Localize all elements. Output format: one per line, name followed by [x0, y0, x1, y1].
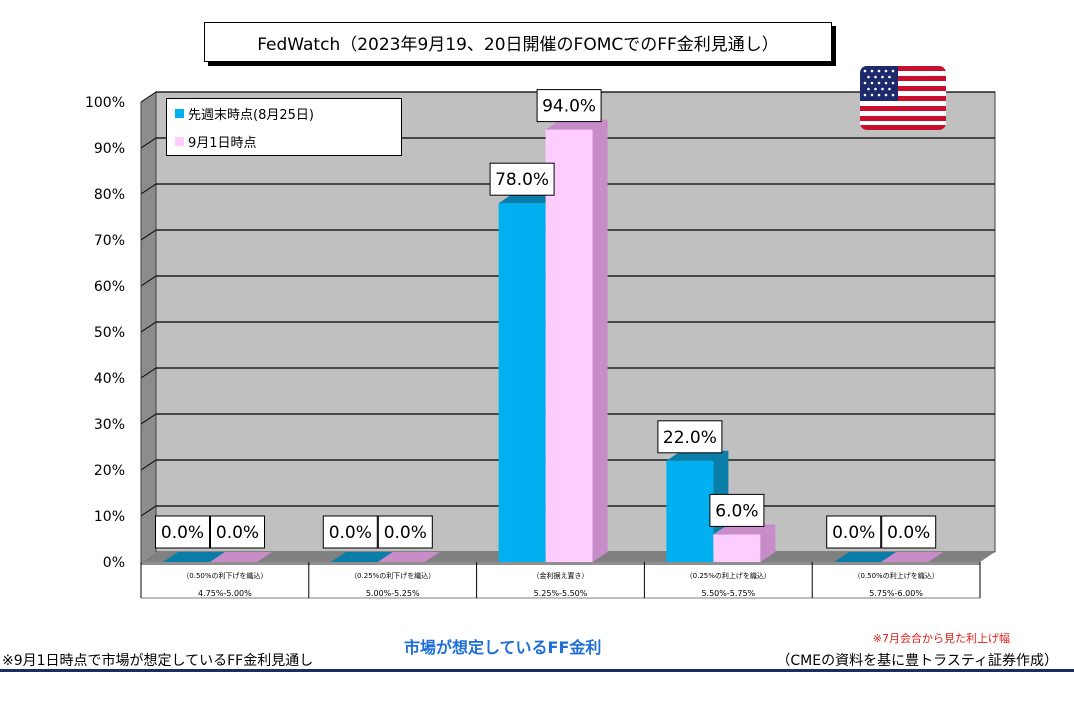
- data-label-box: [210, 515, 265, 549]
- y-tick-label: 0%: [103, 555, 125, 571]
- y-tick-label: 90%: [94, 141, 125, 157]
- bar-top-series-2: [210, 552, 272, 562]
- legend-item-series-1: 先週末時点(8月25日): [167, 99, 401, 127]
- data-label-box: [881, 515, 937, 549]
- data-label: 0.0%: [329, 523, 372, 543]
- y-tick-label: 50%: [94, 325, 125, 341]
- category-label: 5.00%-5.25%: [366, 589, 420, 598]
- data-label-box: [322, 515, 378, 549]
- data-label-box: [155, 515, 210, 549]
- data-label: 0.0%: [216, 523, 259, 543]
- category-note-label: （0.25%の利上げを織込）: [686, 571, 771, 580]
- y-tick-label: 100%: [85, 95, 125, 111]
- legend-label-series-1: 先週末時点(8月25日): [188, 107, 314, 123]
- data-label-box: [536, 89, 602, 123]
- y-tick-label: 40%: [94, 371, 125, 387]
- bar-series-2: [713, 534, 761, 562]
- gridline-wall: [140, 229, 157, 241]
- y-tick-label: 70%: [94, 233, 125, 249]
- bar-series-1: [666, 460, 714, 562]
- gridline-wall: [140, 275, 157, 287]
- category-note-label: （0.50%の利下げを織込）: [182, 571, 267, 580]
- legend-label-series-2: 9月1日時点: [188, 135, 257, 151]
- data-label: 6.0%: [715, 501, 758, 521]
- gridline-wall: [140, 413, 157, 425]
- y-tick-label: 20%: [94, 463, 125, 479]
- bar-top-series-1: [163, 552, 225, 562]
- bottom-rule: [0, 669, 1074, 672]
- category-label: 5.50%-5.75%: [701, 589, 755, 598]
- category-label: 5.25%-5.50%: [534, 589, 588, 598]
- data-label-box: [826, 515, 882, 549]
- data-label: 0.0%: [161, 523, 204, 543]
- bar-series-2: [545, 129, 593, 562]
- gridline-wall: [140, 137, 157, 149]
- data-label-box: [377, 515, 433, 549]
- bar-side-series-2: [592, 119, 608, 562]
- bar-top-series-1: [330, 552, 393, 562]
- data-label-box: [657, 420, 723, 454]
- bar-side-series-2: [760, 524, 776, 562]
- gridline-wall: [140, 183, 157, 195]
- data-label: 0.0%: [832, 523, 875, 543]
- us-flag-icon: [860, 66, 946, 130]
- footer-center-label: 市場が想定しているFF金利: [404, 638, 602, 657]
- bar-top-series-2: [881, 552, 944, 562]
- gridline-wall: [140, 367, 157, 379]
- data-label: 94.0%: [542, 97, 596, 117]
- data-label: 78.0%: [495, 170, 549, 190]
- data-label-box: [709, 493, 765, 527]
- footer-left-note: ※9月1日時点で市場が想定しているFF金利見通し: [2, 653, 314, 669]
- footer-right-note: ※7月会合から見た利上げ幅: [872, 632, 1010, 645]
- data-label: 22.0%: [663, 428, 717, 448]
- chart-floor-edge: [141, 562, 980, 565]
- y-tick-label: 30%: [94, 417, 125, 433]
- bar-top-series-1: [834, 552, 897, 562]
- chart-legend: 先週末時点(8月25日) 9月1日時点: [166, 98, 402, 156]
- category-note-label: （0.25%の利下げを織込）: [350, 571, 435, 580]
- data-label: 0.0%: [887, 523, 930, 543]
- legend-swatch-series-1: [175, 108, 184, 118]
- bar-top-series-2: [713, 524, 776, 535]
- category-note-label: （金利据え置き）: [533, 571, 589, 580]
- legend-item-series-2: 9月1日時点: [167, 127, 401, 155]
- bar-top-series-2: [377, 552, 440, 562]
- gridline-wall: [140, 505, 157, 517]
- y-tick-label: 10%: [94, 509, 125, 525]
- category-label: 5.75%-6.00%: [869, 589, 923, 598]
- data-label: 0.0%: [384, 523, 427, 543]
- gridline-wall: [140, 91, 157, 103]
- bar-series-1: [498, 203, 546, 562]
- chart-title: FedWatch（2023年9月19、20日開催のFOMCでのFF金利見通し）: [204, 22, 832, 62]
- gridline-wall: [140, 459, 157, 471]
- category-label: 4.75%-5.00%: [198, 589, 252, 598]
- legend-swatch-series-2: [175, 136, 184, 146]
- y-tick-label: 80%: [94, 187, 125, 203]
- footer-source: （CMEの資料を基に豊トラスティ証券作成）: [776, 653, 1058, 669]
- category-note-label: （0.50%の利上げを織込）: [853, 571, 938, 580]
- data-label-box: [489, 162, 555, 196]
- gridline-wall: [140, 321, 157, 333]
- y-tick-label: 60%: [94, 279, 125, 295]
